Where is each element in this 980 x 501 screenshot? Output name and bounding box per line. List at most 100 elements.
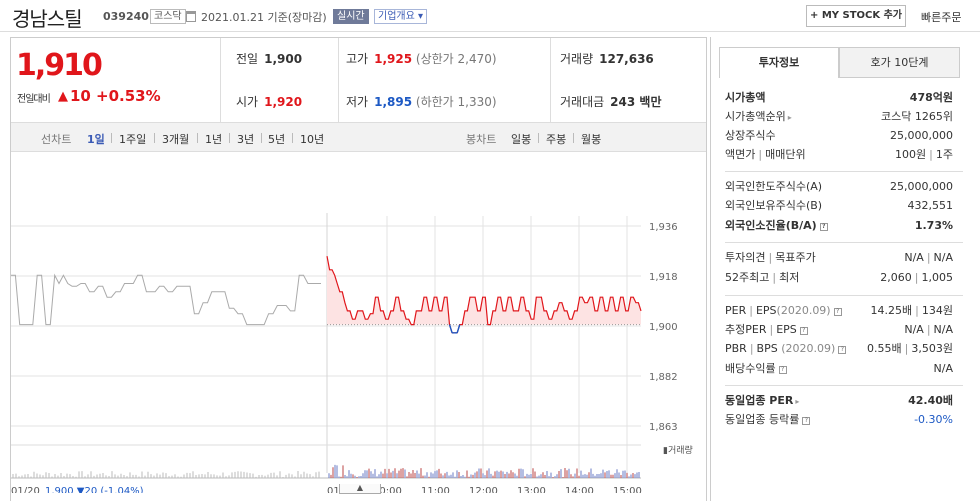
add-mystock-button[interactable]: + MY STOCK 추가 [806, 5, 906, 27]
x-tick-label: 13:00 [517, 486, 546, 493]
industry-rate-label: 동일업종 등락률 [725, 413, 800, 426]
corp-info-dropdown[interactable]: 기업개요 ▾ [374, 9, 428, 24]
dividend-value: N/A [933, 362, 953, 375]
help-icon[interactable]: ? [819, 223, 828, 231]
target-label: 목표주가 [775, 251, 816, 264]
period-tab-3m[interactable]: 3개월 [162, 133, 190, 146]
market-cap-row: 시가총액 478억원 [725, 90, 953, 106]
divider [550, 38, 551, 122]
foreign-hold-label: 외국인보유주식수(B) [725, 199, 823, 212]
par-value: 100원 [895, 148, 927, 161]
info-tabs: 투자정보 호가 10단계 [719, 47, 971, 78]
below-baseline-segment [448, 324, 453, 334]
up-arrow-icon: ▲ [58, 89, 68, 104]
low52-label: 최저 [779, 271, 800, 284]
quote-panel: 1,910 전일대비 ▲ 10 +0.53% 전일 1,900 고가 1,925 (… [10, 37, 707, 501]
open-value: 1,920 [264, 95, 303, 109]
high-price: 고가 1,925 (상한가 2,470) [346, 50, 497, 67]
divider [197, 133, 198, 143]
lower-limit: (하한가 1,330) [415, 95, 497, 109]
quick-order-link[interactable]: 빠른주문 [921, 11, 962, 24]
candle-tab-day[interactable]: 일봉 [511, 133, 532, 146]
pbr-year: (2020.09) [781, 342, 836, 355]
caret-right-icon[interactable]: ▸ [795, 397, 800, 406]
volume: 거래량 127,636 [560, 50, 654, 67]
volume-value: 127,636 [599, 52, 654, 66]
open-price: 시가 1,920 [236, 93, 302, 110]
industry-per-value: 42.40배 [908, 394, 953, 407]
divider [725, 171, 963, 172]
dividend-row: 배당수익률? N/A [725, 361, 953, 377]
low-value: 1,895 [374, 95, 413, 109]
x-tick-label: 14:00 [565, 486, 594, 493]
realtime-button[interactable]: 실시간 [333, 9, 369, 24]
expand-chart-handle[interactable]: ▲ [339, 484, 381, 494]
high52-value: 2,060 [880, 271, 912, 284]
candle-tab-week[interactable]: 주봉 [546, 133, 567, 146]
tab-quote-10[interactable]: 호가 10단계 [839, 47, 960, 78]
foreign-ratio-row: 외국인소진율(B/A)? 1.73% [725, 218, 953, 234]
opinion-row: 투자의견 | 목표주가 N/A | N/A [725, 251, 953, 264]
divider [725, 295, 963, 296]
period-tab-1w[interactable]: 1주일 [119, 133, 147, 146]
intraday-chart: 1,9361,9181,9001,8821,863▮거래량01/2001/211… [11, 213, 693, 493]
dividend-label: 배당수익률 [725, 362, 776, 375]
market-cap-value: 478억원 [909, 91, 953, 104]
help-icon[interactable]: ? [802, 417, 811, 425]
period-tab-10y[interactable]: 10년 [300, 133, 325, 146]
chevron-up-icon: ▲ [356, 483, 364, 492]
est-per-value: N/A [904, 323, 924, 336]
foreign-limit-row: 외국인한도주식수(A) 25,000,000 [725, 179, 953, 195]
y-tick-label: 1,936 [649, 222, 678, 233]
change-value: 10 [70, 87, 91, 105]
amount-value: 243 백만 [610, 95, 662, 109]
foreign-hold-row: 외국인보유주식수(B) 432,551 [725, 198, 953, 214]
unit-label: 매매단위 [765, 148, 806, 161]
bps-value: 3,503원 [911, 342, 953, 355]
x-tick-label: 01/20 [11, 486, 40, 493]
high52-label: 52주최고 [725, 271, 770, 284]
shares-row: 상장주식수 25,000,000 [725, 128, 953, 144]
foreign-hold-value: 432,551 [907, 199, 954, 212]
period-tab-3y[interactable]: 3년 [237, 133, 255, 146]
candle-tab-month[interactable]: 월봉 [581, 133, 602, 146]
price-box: 1,910 전일대비 ▲ 10 +0.53% [11, 38, 221, 122]
y-tick-label: 1,863 [649, 422, 678, 433]
prev-close-label: 전일 [236, 52, 259, 66]
market-cap-label: 시가총액 [725, 91, 766, 104]
today-area [327, 256, 641, 325]
caret-right-icon[interactable]: ▸ [787, 113, 792, 122]
line-chart-label: 선차트 [41, 133, 72, 146]
target-value: N/A [933, 251, 953, 264]
y-tick-label: 1,882 [649, 372, 678, 383]
opinion-value: N/A [904, 251, 924, 264]
help-icon[interactable]: ? [833, 308, 842, 316]
foreign-limit-label: 외국인한도주식수(A) [725, 180, 823, 193]
x-tick-label: 12:00 [469, 486, 498, 493]
calendar-icon [186, 11, 196, 22]
divider [229, 133, 230, 143]
unit-value: 1주 [935, 148, 953, 161]
below-baseline-segment [456, 324, 461, 334]
low-price: 저가 1,895 (하한가 1,330) [346, 93, 497, 110]
period-tab-1d[interactable]: 1일 [87, 133, 105, 146]
period-tab-1y[interactable]: 1년 [205, 133, 223, 146]
help-icon[interactable]: ? [838, 346, 847, 354]
period-tab-5y[interactable]: 5년 [268, 133, 286, 146]
corp-info-label: 기업개요 [378, 11, 415, 22]
y-tick-label: 1,918 [649, 272, 678, 283]
divider [154, 133, 155, 143]
help-icon[interactable]: ? [799, 327, 808, 335]
divider [261, 133, 262, 143]
help-icon[interactable]: ? [778, 366, 787, 374]
tab-invest-info[interactable]: 투자정보 [719, 47, 839, 78]
x-tick-label: 15:00 [613, 486, 642, 493]
rank-value: 코스닥 1265위 [881, 110, 953, 123]
candle-chart-label: 봉차트 [466, 133, 497, 146]
est-eps-label: EPS [776, 323, 797, 336]
per-label: PER [725, 304, 747, 317]
divider [292, 133, 293, 143]
opinion-label: 투자의견 [725, 251, 766, 264]
trade-amount: 거래대금 243 백만 [560, 93, 661, 110]
upper-limit: (상한가 2,470) [415, 52, 497, 66]
